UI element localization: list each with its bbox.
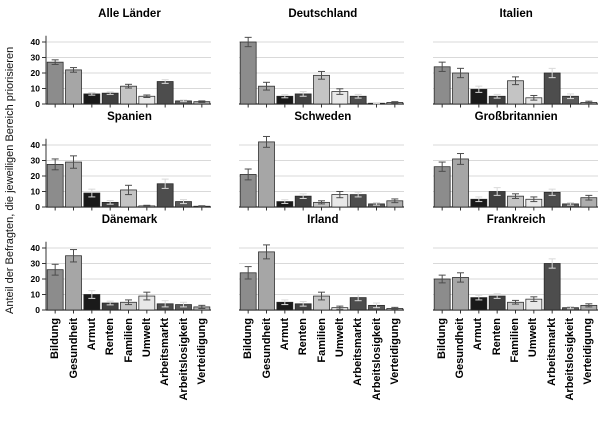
- x-tick-label: Arbeitslosigkeit: [370, 318, 383, 401]
- x-tick-label: Arbeitsmarkt: [159, 318, 172, 386]
- x-tick-label: Umwelt: [527, 318, 540, 358]
- x-tick-label: Familien: [122, 318, 135, 363]
- x-axis-labels-col-2: Bildung Gesundheit Armut Renten Familien Umwe…: [213, 315, 406, 437]
- svg-text:40: 40: [31, 243, 41, 253]
- x-tick-label: Verteidigung: [195, 318, 208, 385]
- x-tick-label: Armut: [85, 318, 98, 351]
- subplot-title: Irland: [307, 214, 339, 226]
- x-tick-label: Renten: [490, 318, 503, 356]
- subplot-title: Frankreich: [486, 214, 546, 226]
- subplot-0: Alle Länder 0 10 20 30 40: [20, 6, 213, 109]
- bar-plot: 0 10 20 30 40: [31, 241, 211, 315]
- x-tick-label: Bildung: [242, 318, 255, 359]
- svg-text:10: 10: [31, 84, 41, 94]
- svg-text:0: 0: [35, 99, 40, 109]
- x-tick-label: Gesundheit: [454, 318, 467, 379]
- svg-text:20: 20: [31, 171, 41, 181]
- subplot-6: Dänemark 0 10 20 30 40: [20, 212, 213, 315]
- x-tick-label: Familien: [509, 318, 522, 363]
- svg-text:20: 20: [31, 274, 41, 284]
- svg-text:0: 0: [35, 305, 40, 315]
- x-tick-label: Renten: [297, 318, 310, 356]
- subplot-8: Frankreich: [407, 212, 600, 315]
- subplot-title: Alle Länder: [98, 8, 161, 20]
- subplot-title: Spanien: [107, 111, 152, 123]
- subplot-3: Spanien 0 10 20 30 40: [20, 109, 213, 212]
- subplot-title: Großbritannien: [474, 111, 558, 123]
- x-tick-label: Bildung: [49, 318, 62, 359]
- x-tick-label: Arbeitsmarkt: [545, 318, 558, 386]
- subplot-5: Großbritannien: [407, 109, 600, 212]
- bar-plot: [239, 36, 405, 108]
- svg-text:10: 10: [31, 290, 41, 300]
- bar-plot: [239, 135, 405, 211]
- subplot-title: Italien: [499, 8, 533, 20]
- bar-plot: 0 10 20 30 40: [31, 138, 211, 212]
- x-tick-label: Armut: [472, 318, 485, 351]
- subplot-title: Schweden: [294, 111, 352, 123]
- x-tick-label: Gesundheit: [260, 318, 273, 379]
- subplot-1: Deutschland: [213, 6, 406, 109]
- x-axis-labels-col-3: Bildung Gesundheit Armut Renten Familien Umwe…: [407, 315, 600, 437]
- svg-text:30: 30: [31, 259, 41, 269]
- x-tick-label: Arbeitslosigkeit: [177, 318, 190, 401]
- svg-text:40: 40: [31, 37, 41, 47]
- bar-plot: [432, 41, 598, 108]
- x-tick-label: Armut: [279, 318, 292, 351]
- x-tick-label: Bildung: [435, 318, 448, 359]
- subplot-7: Irland: [213, 212, 406, 315]
- x-tick-label: Verteidigung: [582, 318, 595, 385]
- bar-plot: [432, 247, 598, 314]
- svg-text:40: 40: [31, 140, 41, 150]
- subplot-title: Dänemark: [101, 214, 158, 226]
- svg-text:30: 30: [31, 53, 41, 63]
- x-tick-label: Umwelt: [334, 318, 347, 358]
- x-tick-label: Arbeitslosigkeit: [564, 318, 577, 401]
- x-axis-labels-col-1: Bildung Gesundheit Armut Renten Familien Umwe…: [20, 315, 213, 437]
- svg-text:30: 30: [31, 156, 41, 166]
- subplot-4: Schweden: [213, 109, 406, 212]
- bar-plot: [432, 144, 598, 211]
- x-tick-label: Gesundheit: [67, 318, 80, 379]
- x-tick-label: Umwelt: [140, 318, 153, 358]
- svg-text:0: 0: [35, 202, 40, 212]
- x-tick-label: Renten: [104, 318, 117, 356]
- subplot-2: Italien: [407, 6, 600, 109]
- bar-plot: [239, 244, 405, 314]
- svg-text:10: 10: [31, 187, 41, 197]
- bar-plot: 0 10 20 30 40: [31, 35, 211, 109]
- y-axis-title: Anteil der Befragten, die jeweiligen Ber…: [4, 46, 16, 314]
- x-tick-label: Verteidigung: [389, 318, 402, 385]
- subplot-title: Deutschland: [288, 8, 358, 20]
- x-tick-label: Arbeitsmarkt: [352, 318, 365, 386]
- x-tick-label: Familien: [315, 318, 328, 363]
- charts-grid: Alle Länder 0 10 20 30 40 Deutschland Italie…: [20, 6, 600, 437]
- svg-text:20: 20: [31, 68, 41, 78]
